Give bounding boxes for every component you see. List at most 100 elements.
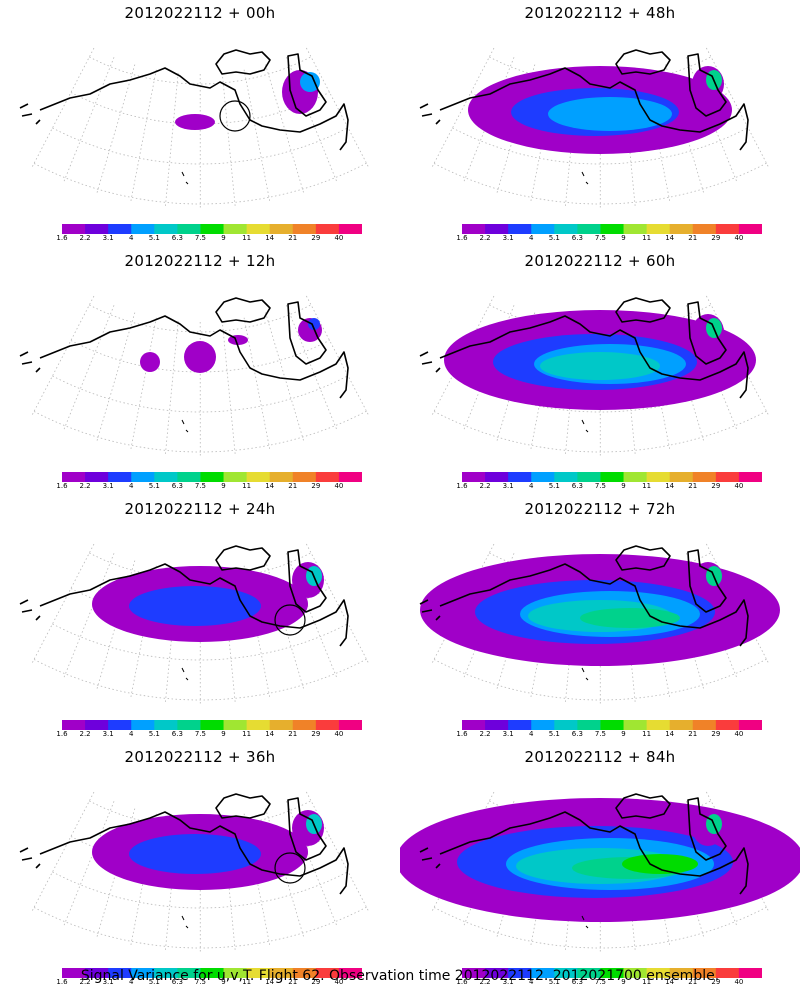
polar-map <box>19 295 370 458</box>
colorbar-label: 3.1 <box>102 482 114 490</box>
colorbar-swatch <box>338 968 362 978</box>
colorbar-label: 7.5 <box>194 234 207 242</box>
colorbar-label: 29 <box>311 730 321 738</box>
colorbar-label: 11 <box>642 234 652 242</box>
colorbar-label: 5.1 <box>148 978 160 986</box>
colorbar-label: 4 <box>528 482 534 490</box>
map-panel: 2012022112 + 48h 1.6 2.2 3.1 4 5.1 6.3 7.5 9 11 14… <box>400 0 800 242</box>
colorbar-label: 9 <box>221 482 226 490</box>
colorbar-swatch <box>108 968 132 978</box>
colorbar-label: 21 <box>688 978 698 986</box>
colorbar-swatch <box>315 224 340 234</box>
colorbar-swatch <box>315 472 340 482</box>
coastline <box>19 297 349 433</box>
colorbar-swatch <box>577 472 601 482</box>
colorbar-label: 14 <box>265 482 275 490</box>
colorbar-label: 4 <box>528 234 534 242</box>
colorbar-label: 5.1 <box>148 482 160 490</box>
colorbar-label: 9 <box>621 978 626 986</box>
colorbar-swatch <box>108 472 132 482</box>
colorbar-label: 11 <box>242 978 252 986</box>
colorbar-swatch <box>200 224 225 234</box>
colorbar-label: 21 <box>288 730 298 738</box>
colorbar-label: 4 <box>528 978 534 986</box>
colorbar-label: 6.3 <box>571 730 583 738</box>
colorbar-swatch <box>554 968 578 978</box>
colorbar-label: 21 <box>288 978 298 986</box>
colorbar <box>62 472 362 482</box>
colorbar-label: 5.1 <box>548 234 560 242</box>
colorbar-swatch <box>292 968 317 978</box>
colorbar-swatch <box>669 968 694 978</box>
colorbar-label: 3.1 <box>502 978 514 986</box>
colorbar-label: 4 <box>128 978 134 986</box>
colorbar-labels: 1.6 2.2 3.1 4 5.1 6.3 7.5 9 11 14 21 29 40 <box>456 234 776 244</box>
colorbar-swatch <box>485 720 509 730</box>
colorbar <box>462 472 762 482</box>
colorbar-label: 2.2 <box>479 730 491 738</box>
colorbar-swatch <box>462 224 486 234</box>
colorbar-label: 40 <box>734 730 744 738</box>
colorbar-label: 40 <box>734 978 744 986</box>
colorbar-label: 21 <box>688 234 698 242</box>
panel-title: 2012022112 + 72h <box>524 500 676 518</box>
colorbar-swatch <box>508 968 532 978</box>
colorbar-swatch <box>85 472 109 482</box>
colorbar-swatch <box>462 968 486 978</box>
colorbar-label: 2.2 <box>79 482 91 490</box>
colorbar-label: 7.5 <box>594 482 607 490</box>
colorbar-label: 40 <box>334 730 344 738</box>
colorbar-swatch <box>462 472 486 482</box>
colorbar-swatch <box>600 472 625 482</box>
polar-map <box>19 791 370 954</box>
colorbar-swatch <box>85 720 109 730</box>
panel-title: 2012022112 + 48h <box>524 4 676 22</box>
colorbar-swatch <box>177 968 201 978</box>
map-panel: 2012022112 + 12h 1.6 2.2 3.1 4 5.1 6.3 7.5 9 11 14… <box>0 248 400 490</box>
panel-title: 2012022112 + 12h <box>124 252 276 270</box>
colorbar-label: 2.2 <box>79 978 91 986</box>
colorbar-label: 21 <box>288 234 298 242</box>
coastline <box>19 793 349 929</box>
colorbar-label: 40 <box>334 482 344 490</box>
colorbar-swatch <box>154 224 178 234</box>
colorbar-label: 5.1 <box>548 978 560 986</box>
colorbar-label: 29 <box>711 730 721 738</box>
colorbar-label: 9 <box>621 730 626 738</box>
colorbar-swatch <box>715 720 740 730</box>
colorbar-swatch <box>85 224 109 234</box>
coastline <box>419 545 749 681</box>
colorbar-swatch <box>646 472 671 482</box>
colorbar-label: 3.1 <box>102 730 114 738</box>
colorbar-swatch <box>715 472 740 482</box>
colorbar-label: 4 <box>528 730 534 738</box>
colorbar-label: 21 <box>688 482 698 490</box>
coastline <box>19 545 349 681</box>
colorbar-label: 3.1 <box>502 234 514 242</box>
colorbar-label: 3.1 <box>502 482 514 490</box>
colorbar-swatch <box>338 224 362 234</box>
colorbar-label: 2.2 <box>79 730 91 738</box>
colorbar-swatch <box>485 224 509 234</box>
colorbar-labels: 1.6 2.2 3.1 4 5.1 6.3 7.5 9 11 14 21 29 40 <box>456 978 776 988</box>
colorbar-swatch <box>692 968 717 978</box>
colorbar-label: 14 <box>265 978 275 986</box>
colorbar-swatch <box>646 968 671 978</box>
colorbar-swatch <box>692 472 717 482</box>
colorbar-label: 29 <box>311 482 321 490</box>
colorbar-label: 4 <box>128 730 134 738</box>
colorbar-label: 6.3 <box>571 978 583 986</box>
colorbar-label: 1.6 <box>56 234 68 242</box>
colorbar <box>462 224 762 234</box>
colorbar-label: 7.5 <box>194 730 207 738</box>
colorbar-swatch <box>600 224 625 234</box>
map-panel: 2012022112 + 72h 1.6 2.2 3.1 4 5.1 6.3 7.5 9 11 14… <box>400 496 800 738</box>
colorbar-swatch <box>669 224 694 234</box>
colorbar-label: 9 <box>621 234 626 242</box>
colorbar-label: 14 <box>265 730 275 738</box>
colorbar-label: 40 <box>734 234 744 242</box>
colorbar-label: 3.1 <box>502 730 514 738</box>
colorbar-label: 6.3 <box>171 978 183 986</box>
variance-field <box>140 318 322 373</box>
colorbar-labels: 1.6 2.2 3.1 4 5.1 6.3 7.5 9 11 14 21 29 40 <box>56 482 376 492</box>
